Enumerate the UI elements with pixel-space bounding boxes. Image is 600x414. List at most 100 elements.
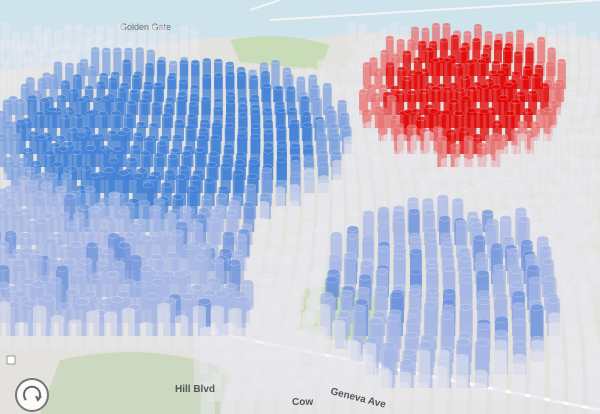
bin-top [476, 290, 491, 298]
bin-top [380, 341, 396, 350]
bin-body [73, 215, 85, 245]
bin-top [206, 374, 222, 382]
hex-bin [14, 98, 25, 128]
bin-body [518, 182, 530, 206]
bin-top [402, 75, 412, 81]
bin-top [62, 258, 76, 266]
bin-top [155, 231, 168, 238]
hex-bin [346, 156, 357, 193]
bin-top [424, 103, 434, 110]
bin-top [352, 109, 363, 115]
bin-top [361, 235, 375, 243]
bin-top [330, 231, 343, 238]
hex-bin [477, 58, 487, 89]
bin-top [587, 368, 600, 377]
bin-top [175, 173, 187, 180]
bin-top [76, 97, 87, 103]
bin-body [72, 115, 83, 141]
bin-top [200, 381, 216, 389]
bin-top [561, 178, 573, 185]
bin-top [527, 90, 538, 96]
bin-top [549, 220, 562, 228]
bin-top [89, 172, 101, 179]
hex-bin [131, 74, 141, 102]
hex-bin [20, 232, 33, 258]
hex-bin [498, 94, 509, 128]
bin-top [571, 198, 583, 205]
bin-body [339, 69, 349, 89]
bin-top [466, 211, 479, 218]
bin-top [374, 286, 388, 293]
bin-top [385, 35, 395, 40]
bin-body [93, 99, 103, 115]
park [230, 36, 330, 70]
hex-bin [0, 301, 11, 349]
bin-body [271, 211, 283, 245]
hex-bin [351, 63, 361, 89]
bin-top [477, 58, 487, 64]
bin-body [375, 43, 383, 63]
bin-top [454, 353, 469, 362]
bin-top [589, 31, 598, 36]
bin-top [370, 92, 381, 98]
compass-button[interactable] [15, 378, 49, 412]
bin-top [213, 58, 223, 64]
bin-body [420, 70, 429, 89]
hex-bin [472, 37, 481, 63]
hex-bin [557, 24, 567, 50]
bin-top [98, 111, 109, 117]
bin-top [246, 173, 258, 180]
bin-top [32, 24, 42, 30]
bin-top [308, 271, 322, 279]
bin-top [128, 254, 142, 262]
hex-bin [158, 41, 167, 63]
bin-body [5, 257, 18, 284]
bin-top [52, 161, 64, 168]
hex-bin [87, 65, 97, 89]
bin-top [494, 292, 508, 300]
bin-top [555, 106, 566, 113]
bin-body [465, 61, 475, 89]
bin-top [82, 38, 92, 43]
hex-bin [463, 135, 474, 167]
bin-body [2, 61, 11, 76]
bin-top [401, 154, 413, 161]
bin-top [136, 121, 147, 127]
bin-top [250, 104, 261, 110]
bin-top [139, 234, 152, 242]
bin-top [374, 41, 384, 46]
bin-body [278, 372, 293, 414]
bin-body [437, 138, 447, 167]
bin-body [520, 77, 529, 102]
bin-top [407, 196, 419, 203]
bin-body [328, 66, 337, 89]
bin-top [71, 42, 81, 48]
toggle-button[interactable] [6, 355, 16, 365]
bin-top [24, 166, 36, 173]
bin-body [33, 27, 41, 50]
hex-bin [423, 130, 434, 167]
bin-body [425, 84, 435, 102]
hex-bin [463, 30, 472, 50]
bin-top [578, 34, 588, 39]
bin-top [119, 82, 130, 88]
bin-body [127, 34, 136, 50]
bin-top [201, 194, 213, 201]
bin-body [4, 188, 15, 206]
bin-top [300, 95, 310, 101]
bin-top [547, 27, 556, 32]
bin-top [39, 97, 50, 103]
bin-top [287, 106, 298, 112]
bin-top [583, 133, 595, 139]
hex-bin [375, 177, 387, 206]
hex-bin [46, 172, 58, 206]
bin-top [394, 381, 409, 390]
bin-body [10, 167, 22, 193]
bin-body [122, 61, 131, 89]
bin-top [82, 291, 96, 298]
hex-bin [362, 210, 375, 245]
bin-body [138, 203, 150, 232]
hex-bin [302, 194, 315, 232]
